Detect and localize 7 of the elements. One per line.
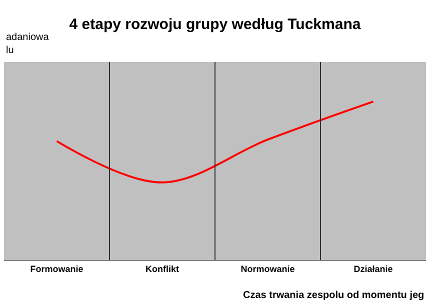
chart-title: 4 etapy rozwoju grupy według Tuckmana [69, 16, 362, 33]
x-tick-label: Formowanie [30, 264, 84, 274]
x-tick-label: Konflikt [146, 264, 179, 274]
x-tick-label: Działanie [354, 264, 393, 274]
y-axis-title: adaniowa lu [6, 32, 50, 56]
x-tick-label: Normowanie [240, 264, 295, 274]
x-axis-title: Czas trwania zespolu od momentu jeg [243, 290, 424, 301]
